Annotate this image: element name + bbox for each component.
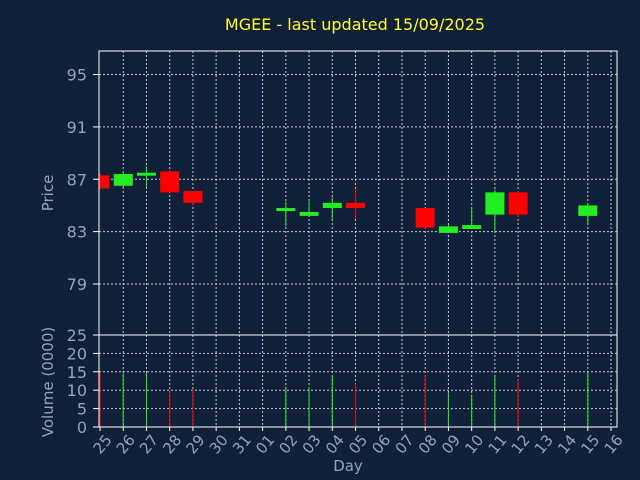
candle-body bbox=[183, 191, 203, 203]
day-tick-label: 15 bbox=[577, 431, 603, 457]
volume-tick-label: 25 bbox=[67, 326, 87, 345]
candle-body bbox=[322, 202, 342, 209]
day-tick-label: 27 bbox=[136, 431, 162, 457]
volume-axis-label: Volume (0000) bbox=[39, 327, 57, 437]
chart-title: MGEE - last updated 15/09/2025 bbox=[225, 15, 485, 34]
day-tick-label: 13 bbox=[531, 431, 557, 457]
candle-body bbox=[99, 175, 110, 189]
day-tick-label: 25 bbox=[90, 431, 116, 457]
day-tick-label: 09 bbox=[438, 431, 464, 457]
volume-plot-frame bbox=[98, 334, 618, 428]
price-tick-label: 79 bbox=[67, 275, 87, 294]
day-axis-ticks: 2526272829303101020304050607080910111213… bbox=[90, 427, 627, 457]
volume-tick-label: 20 bbox=[67, 344, 87, 363]
price-tick-label: 95 bbox=[67, 66, 87, 85]
day-tick-label: 08 bbox=[415, 431, 441, 457]
day-tick-label: 07 bbox=[392, 431, 418, 457]
day-tick-label: 30 bbox=[206, 431, 232, 457]
volume-tick-label: 10 bbox=[67, 381, 87, 400]
volume-tick-label: 0 bbox=[77, 418, 87, 437]
day-tick-label: 29 bbox=[182, 431, 208, 457]
day-tick-label: 14 bbox=[554, 431, 580, 457]
candle-body bbox=[578, 205, 598, 216]
candle-body bbox=[113, 174, 133, 186]
price-grid bbox=[99, 51, 617, 335]
day-tick-label: 26 bbox=[113, 431, 139, 457]
day-axis-label: Day bbox=[333, 457, 363, 475]
volume-tick-label: 5 bbox=[77, 400, 87, 419]
price-plot-frame bbox=[98, 50, 618, 336]
candle-body bbox=[438, 226, 458, 233]
volume-bars bbox=[99, 371, 589, 427]
day-tick-label: 10 bbox=[461, 431, 487, 457]
day-tick-label: 28 bbox=[159, 431, 185, 457]
candle-body bbox=[299, 211, 319, 216]
candle-body bbox=[462, 225, 482, 229]
day-tick-label: 16 bbox=[601, 431, 627, 457]
day-tick-label: 06 bbox=[368, 431, 394, 457]
price-tick-label: 91 bbox=[67, 118, 87, 137]
volume-tick-label: 15 bbox=[67, 363, 87, 382]
candle-body bbox=[136, 172, 156, 176]
candle-body bbox=[346, 202, 366, 209]
day-tick-label: 31 bbox=[229, 431, 255, 457]
day-tick-label: 12 bbox=[508, 431, 534, 457]
day-tick-label: 03 bbox=[299, 431, 325, 457]
candle-body bbox=[415, 208, 435, 228]
day-tick-label: 05 bbox=[345, 431, 371, 457]
day-tick-label: 01 bbox=[252, 431, 278, 457]
price-axis-ticks: 79 83 87 91 95 bbox=[67, 66, 99, 294]
price-axis-label: Price bbox=[39, 175, 57, 212]
price-tick-label: 87 bbox=[67, 170, 87, 189]
candle-body bbox=[160, 171, 180, 193]
day-tick-label: 04 bbox=[322, 431, 348, 457]
price-candles bbox=[99, 166, 598, 233]
price-tick-label: 83 bbox=[67, 223, 87, 242]
candle-body bbox=[485, 192, 505, 215]
candle-body bbox=[508, 192, 528, 215]
day-tick-label: 02 bbox=[275, 431, 301, 457]
candle-body bbox=[276, 208, 296, 212]
day-tick-label: 11 bbox=[484, 431, 510, 457]
volume-grid bbox=[99, 335, 617, 427]
